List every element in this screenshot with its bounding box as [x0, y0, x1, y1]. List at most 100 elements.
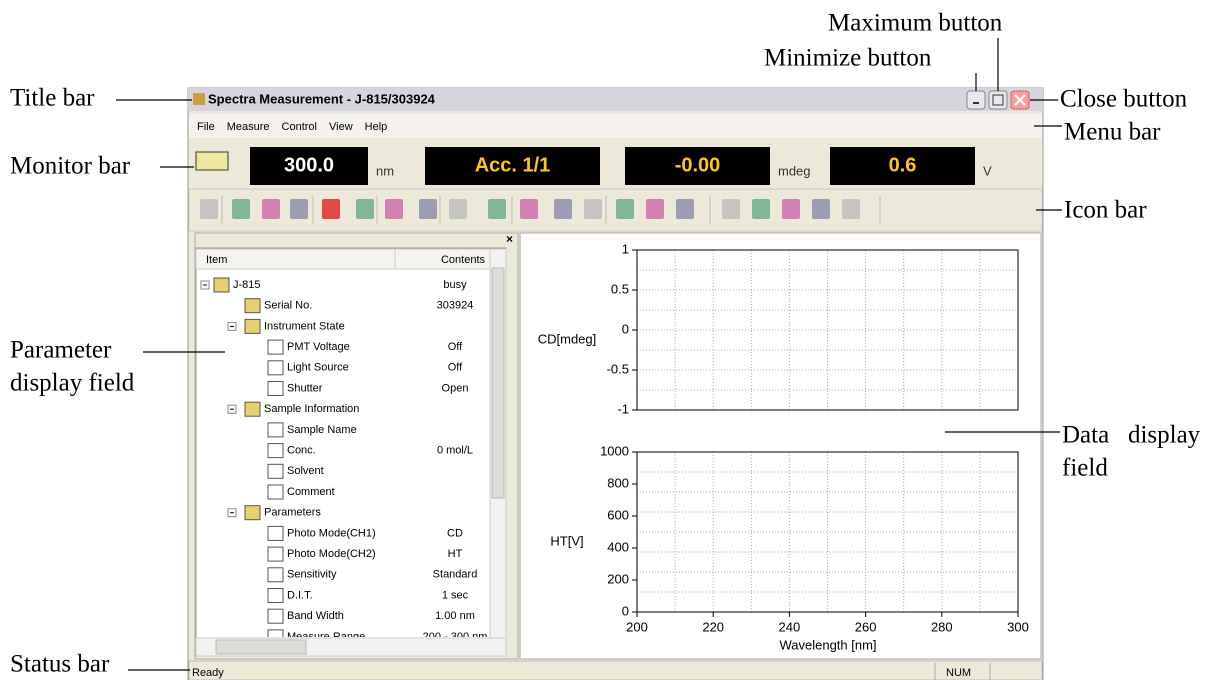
item-label: Measure Range: [287, 631, 365, 643]
menu-item[interactable]: Measure: [227, 121, 270, 133]
menu-item[interactable]: Help: [365, 121, 388, 133]
item-label: Instrument State: [264, 320, 345, 332]
tree-icon: [267, 422, 284, 438]
item-label: Sample Information: [264, 403, 359, 415]
tree-icon: [244, 298, 261, 314]
scroll-thumb[interactable]: [491, 267, 505, 499]
tree-icon: [267, 588, 284, 603]
annotation: Menu bar: [1064, 119, 1161, 146]
menu-item[interactable]: View: [329, 121, 353, 133]
annotation: Status bar: [10, 651, 110, 678]
toolbar-icon[interactable]: [385, 199, 403, 219]
toolbar-icon[interactable]: [262, 199, 280, 219]
monitor-unit: V: [983, 163, 992, 178]
y-tick-label: -1: [617, 401, 629, 416]
monitor-icon: [195, 151, 229, 171]
y-axis-label: HT[V]: [550, 533, 583, 548]
monitor-unit: nm: [376, 163, 394, 178]
minimize-glyph: [973, 102, 979, 104]
column-header: Item: [206, 254, 227, 266]
maximize-glyph: [992, 94, 1004, 106]
toolbar-icon[interactable]: [616, 199, 634, 219]
tree-icon: [267, 546, 284, 562]
menu-item[interactable]: Control: [282, 121, 317, 133]
toolbar-icon[interactable]: [676, 199, 694, 219]
column-header: Contents: [441, 254, 486, 266]
item-content: 0 mol/L: [437, 445, 473, 457]
toolbar-icon[interactable]: [812, 199, 830, 219]
toolbar-icon[interactable]: [200, 199, 218, 219]
item-label: Sample Name: [287, 424, 357, 436]
tree-icon: [267, 608, 284, 624]
tree-icon: [267, 443, 284, 459]
y-tick-label: 1: [622, 241, 629, 256]
toolbar-icon[interactable]: [419, 199, 437, 219]
toolbar-icon[interactable]: [722, 199, 740, 219]
item-content: 200 - 300 nm: [423, 631, 488, 643]
tree-icon: [244, 505, 261, 521]
monitor-display: [830, 147, 975, 185]
annotation: Icon bar: [1064, 197, 1147, 224]
toolbar-icon[interactable]: [520, 199, 538, 219]
y-tick-label: 0: [622, 603, 629, 618]
menu-bar: [189, 114, 1042, 138]
tree-icon: [244, 401, 261, 417]
annotation: Title bar: [10, 85, 95, 112]
annotation: Minimize button: [764, 45, 932, 72]
monitor-value: -0.00: [675, 154, 721, 176]
toolbar-icon[interactable]: [322, 199, 340, 219]
y-tick-label: 400: [607, 539, 629, 554]
toolbar-icon[interactable]: [232, 199, 250, 219]
item-label: D.I.T.: [287, 589, 313, 601]
annotation: Parameter: [10, 337, 112, 364]
item-content: Off: [448, 362, 463, 374]
icon-bar: [188, 188, 1043, 232]
minimize-button[interactable]: [966, 90, 986, 110]
item-label: Light Source: [287, 362, 349, 374]
monitor-display: [625, 147, 770, 185]
toolbar-icon[interactable]: [646, 199, 664, 219]
monitor-value: 300.0: [284, 154, 334, 176]
toolbar-icon[interactable]: [584, 199, 602, 219]
monitor-unit: mdeg: [778, 163, 811, 178]
toolbar-icon[interactable]: [842, 199, 860, 219]
menu-item[interactable]: File: [197, 121, 215, 133]
annotation: Data display: [1062, 422, 1201, 449]
app-icon: [193, 93, 205, 105]
item-content: busy: [443, 279, 467, 291]
y-tick-label: 600: [607, 507, 629, 522]
x-tick-label: 280: [931, 619, 953, 634]
y-tick-label: 0.5: [611, 281, 629, 296]
item-content: 1 sec: [442, 589, 469, 601]
toolbar-icon[interactable]: [752, 199, 770, 219]
item-content: 303924: [437, 300, 474, 312]
item-label: PMT Voltage: [287, 341, 350, 353]
tree-icon: [267, 463, 284, 479]
toolbar-icon[interactable]: [290, 199, 308, 219]
plot-frame: [636, 451, 1019, 613]
hscroll-thumb[interactable]: [215, 639, 307, 655]
toolbar-icon[interactable]: [449, 199, 467, 219]
toolbar-icon[interactable]: [356, 199, 374, 219]
item-label: Comment: [287, 486, 335, 498]
monitor-display: [250, 147, 368, 185]
tree-icon: [267, 629, 284, 637]
panel-close[interactable]: ×: [506, 232, 513, 246]
item-content: Standard: [433, 569, 478, 581]
tree-icon: [267, 381, 284, 396]
x-axis-label: Wavelength [nm]: [779, 637, 876, 652]
status-num: NUM: [946, 667, 971, 679]
tree-icon: [213, 277, 230, 293]
item-label: Serial No.: [264, 300, 312, 312]
tree-icon: [267, 339, 284, 355]
toolbar-icon[interactable]: [782, 199, 800, 219]
maximize-button[interactable]: [988, 90, 1008, 110]
item-content: Off: [448, 341, 463, 353]
y-axis-label: CD[mdeg]: [538, 331, 597, 346]
tree-icon: [244, 318, 261, 334]
toolbar-icon[interactable]: [554, 199, 572, 219]
toolbar-icon[interactable]: [488, 199, 506, 219]
annotation: Close button: [1060, 86, 1188, 113]
status-text: Ready: [192, 667, 224, 679]
